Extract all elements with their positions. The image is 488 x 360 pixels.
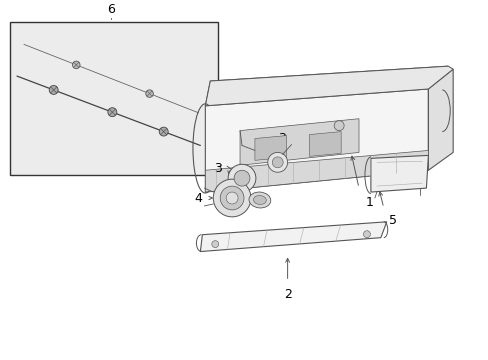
Polygon shape (370, 156, 427, 192)
Polygon shape (254, 136, 286, 160)
Text: 3: 3 (277, 132, 285, 145)
Text: 6: 6 (107, 3, 115, 16)
Text: 5: 5 (388, 214, 396, 227)
Bar (10, 22, 218, 175)
Polygon shape (427, 69, 452, 170)
Text: 1: 1 (365, 196, 373, 209)
Circle shape (145, 90, 153, 97)
Polygon shape (205, 150, 427, 192)
Circle shape (49, 85, 58, 94)
Text: 4: 4 (194, 192, 202, 204)
Circle shape (272, 157, 283, 168)
Circle shape (228, 164, 255, 192)
Ellipse shape (253, 195, 266, 204)
Circle shape (267, 152, 287, 172)
Polygon shape (205, 66, 447, 106)
Polygon shape (200, 222, 386, 252)
Circle shape (159, 127, 168, 136)
Text: 2: 2 (283, 288, 291, 301)
Text: 3: 3 (214, 162, 222, 175)
Circle shape (220, 186, 244, 210)
Circle shape (211, 240, 218, 248)
Polygon shape (205, 66, 452, 106)
Circle shape (72, 61, 80, 69)
Circle shape (333, 121, 344, 131)
Circle shape (213, 179, 250, 217)
Polygon shape (309, 132, 341, 156)
Ellipse shape (248, 192, 270, 208)
Polygon shape (205, 89, 427, 192)
Polygon shape (240, 119, 358, 165)
Circle shape (363, 231, 369, 238)
Circle shape (234, 170, 249, 186)
Circle shape (225, 192, 238, 204)
Circle shape (108, 108, 117, 117)
